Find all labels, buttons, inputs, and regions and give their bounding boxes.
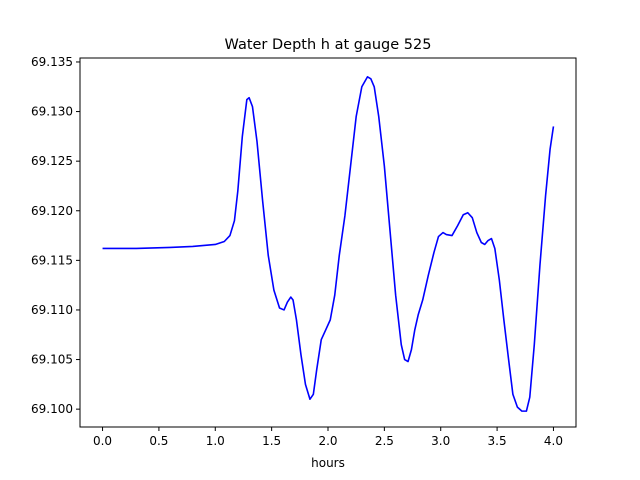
x-axis-ticks: 0.0 0.5 1.0 1.5 2.0 2.5 3.0 3.5 4.0 [93, 427, 563, 448]
y-tick-label: 69.115 [31, 253, 73, 267]
y-tick-label: 69.135 [31, 55, 73, 69]
y-tick-label: 69.105 [31, 353, 73, 367]
plot-area [102, 76, 555, 412]
x-tick-label: 0.0 [93, 434, 112, 448]
x-tick-label: 3.5 [488, 434, 507, 448]
x-tick-label: 1.5 [262, 434, 281, 448]
y-tick-label: 69.100 [31, 402, 73, 416]
x-tick-label: 3.0 [431, 434, 450, 448]
x-axis-label: hours [311, 456, 345, 470]
x-tick-label: 2.0 [318, 434, 337, 448]
x-tick-label: 0.5 [149, 434, 168, 448]
series-line-water-depth [102, 76, 555, 412]
x-tick-label: 4.0 [544, 434, 563, 448]
y-tick-label: 69.130 [31, 105, 73, 119]
chart-title: Water Depth h at gauge 525 [225, 37, 432, 53]
x-tick-label: 2.5 [375, 434, 394, 448]
y-tick-label: 69.120 [31, 204, 73, 218]
x-tick-label: 1.0 [206, 434, 225, 448]
y-tick-label: 69.110 [31, 303, 73, 317]
y-axis-ticks: 69.100 69.105 69.110 69.115 69.120 69.125 69.1… [31, 55, 80, 416]
y-tick-label: 69.125 [31, 154, 73, 168]
